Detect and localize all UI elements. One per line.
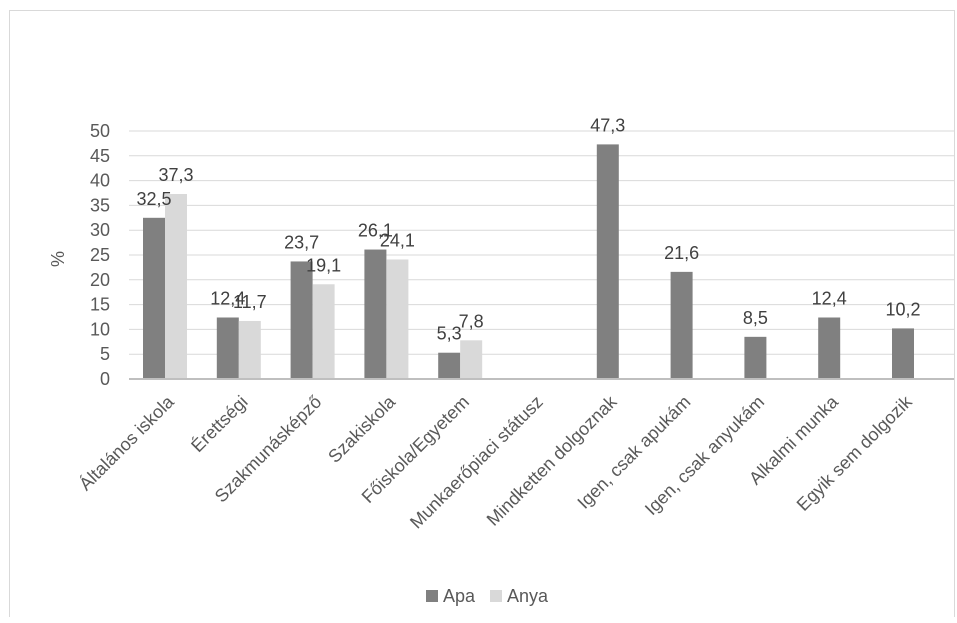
bar-apa (596, 144, 619, 379)
data-label: 26,1 (358, 221, 393, 241)
x-tick-label: Mindketten dolgoznak (483, 391, 622, 530)
data-label: 32,5 (136, 189, 171, 209)
legend: Apa Anya (426, 586, 549, 606)
data-label: 10,2 (885, 299, 920, 319)
y-tick-label: 35 (90, 195, 110, 215)
data-label: 21,6 (664, 243, 699, 263)
gridlines (129, 130, 954, 355)
y-tick-label: 5 (100, 344, 110, 364)
data-label: 47,3 (590, 115, 625, 135)
bar-anya (460, 340, 483, 379)
y-tick-label: 0 (100, 369, 110, 389)
bar-apa (143, 217, 165, 379)
bar-apa (744, 336, 767, 379)
data-label: 37,3 (158, 165, 193, 185)
bar-anya (165, 193, 187, 379)
bar-apa (670, 271, 693, 379)
bar-anya (238, 320, 261, 379)
x-tick-label: Általános iskola (75, 391, 178, 494)
data-label: 19,1 (306, 255, 341, 275)
data-label: 24,1 (380, 230, 415, 250)
y-tick-label: 45 (90, 146, 110, 166)
data-label: 5,3 (437, 324, 462, 344)
y-tick-label: 50 (90, 121, 110, 141)
y-tick-label: 10 (90, 319, 110, 339)
bar-apa (290, 261, 313, 379)
x-tick-label: Szakiskola (324, 391, 400, 467)
legend-swatch-anya (490, 590, 502, 602)
y-tick-label: 30 (90, 220, 110, 240)
data-label: 7,8 (459, 311, 484, 331)
y-tick-label: 40 (90, 171, 110, 191)
bar-anya (386, 259, 409, 379)
data-label: 8,5 (743, 308, 768, 328)
y-tick-label: 25 (90, 245, 110, 265)
bar-anya (312, 284, 335, 379)
y-tick-label: 15 (90, 295, 110, 315)
bars (143, 144, 914, 379)
bar-chart: 0 5 10 15 20 25 30 35 40 45 50 Általános iskola Éret… (48, 115, 954, 606)
bar-apa (438, 352, 461, 379)
bar-apa (892, 328, 914, 379)
bar-apa (818, 317, 841, 379)
data-label: 23,7 (284, 232, 319, 252)
bar-apa (364, 249, 387, 379)
y-tick-label: 20 (90, 270, 110, 290)
legend-label-anya: Anya (507, 586, 549, 606)
legend-swatch-apa (426, 590, 438, 602)
y-axis-title: % (48, 251, 68, 267)
data-label: 12,4 (812, 288, 847, 308)
chart-frame: 0 5 10 15 20 25 30 35 40 45 50 Általános iskola Éret… (9, 10, 955, 617)
data-label: 12,4 (210, 288, 245, 308)
data-labels: 32,537,312,411,723,719,126,124,15,37,847… (136, 115, 920, 343)
bar-apa (216, 317, 239, 379)
legend-label-apa: Apa (443, 586, 476, 606)
x-tick-label: Munkaerőpiaci státusz (406, 392, 547, 533)
data-label: 11,7 (233, 292, 267, 312)
x-tick-label: Érettségi (187, 392, 251, 456)
